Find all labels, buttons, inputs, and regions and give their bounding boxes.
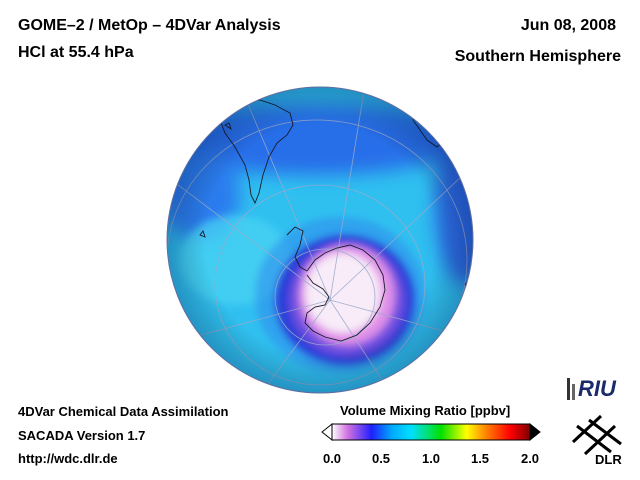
globe-map: [166, 86, 474, 394]
date-label: Jun 08, 2008: [520, 17, 616, 34]
dlr-logo-text: DLR: [595, 452, 622, 467]
colorbar-tick: 2.0: [520, 451, 540, 466]
globe-outline: [166, 86, 474, 394]
riu-logo-text: RIU: [578, 376, 617, 401]
title-line-1: GOME–2 / MetOp – 4DVar Analysis: [18, 17, 281, 34]
footer-url: http://wdc.dlr.de: [18, 451, 118, 466]
colorbar-high-arrow: [529, 422, 541, 442]
footer-line-1: 4DVar Chemical Data Assimilation: [18, 404, 229, 419]
colorbar-title: Volume Mixing Ratio [ppbv]: [340, 403, 511, 418]
dlr-logo: DLR: [571, 414, 622, 467]
riu-logo: RIU: [567, 376, 617, 401]
colorbar-tick: 0.0: [322, 451, 342, 466]
footer-line-2: SACADA Version 1.7: [18, 428, 146, 443]
colorbar-low-arrow: [321, 422, 333, 442]
colorbar: [321, 422, 541, 442]
colorbar-tick: 0.5: [371, 451, 391, 466]
colorbar-tick: 1.0: [421, 451, 441, 466]
title-line-2: HCl at 55.4 hPa: [18, 44, 134, 61]
colorbar-gradient: [331, 423, 531, 441]
region-label: Southern Hemisphere: [454, 48, 621, 65]
colorbar-tick: 1.5: [470, 451, 490, 466]
